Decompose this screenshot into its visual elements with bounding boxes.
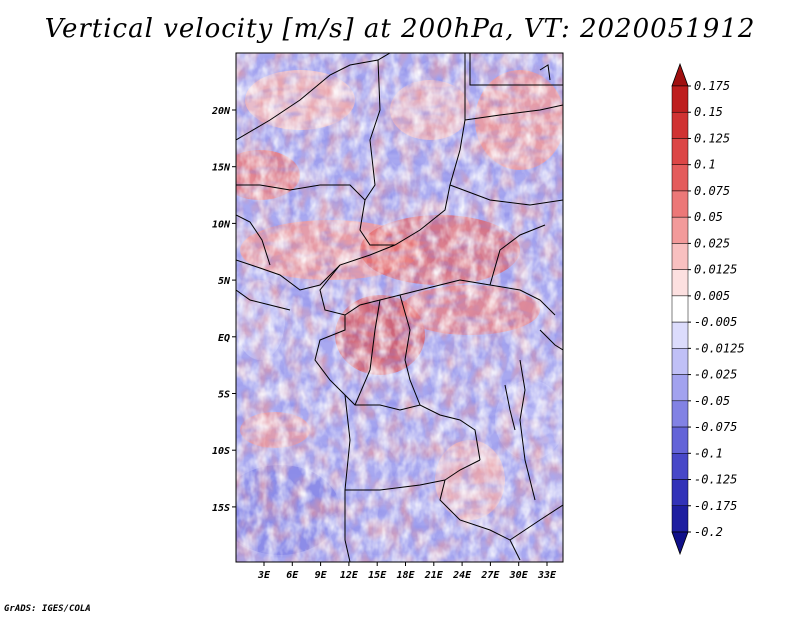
colorbar-segment: [671, 111, 689, 139]
colorbar-segment: [671, 426, 689, 454]
colorbar-segment: [671, 374, 689, 402]
colorbar-segment: [671, 505, 689, 533]
lon-label: 15E: [368, 570, 387, 581]
colorbar-segment: [671, 138, 689, 165]
colorbar-label: 0.1: [694, 158, 716, 172]
colorbar-label: -0.175: [694, 499, 737, 513]
lat-label: 10N: [212, 219, 231, 230]
colorbar-bottom-arrow: [671, 531, 689, 556]
colorbar-segment: [671, 321, 689, 349]
lon-label: 12E: [340, 570, 359, 581]
colorbar-label: 0.15: [694, 105, 723, 119]
colorbar-label: 0.125: [694, 131, 730, 145]
lat-label: 5N: [218, 276, 231, 287]
longitude-axis: 3E 6E 9E 12E 15E 18E 21E 24E 27E 30E 33E: [257, 562, 557, 581]
colorbar-label: -0.2: [694, 525, 723, 539]
colorbar-label: -0.0125: [694, 341, 745, 355]
colorbar-segment: [671, 269, 689, 297]
lon-label: 18E: [396, 570, 415, 581]
colorbar-segment: [671, 295, 689, 323]
velocity-field: [236, 53, 563, 562]
colorbar-label: 0.005: [694, 289, 730, 303]
colorbar-label: 0.0125: [694, 263, 737, 277]
colorbar-segment: [671, 85, 689, 113]
colorbar-segment: [671, 190, 689, 218]
colorbar-label: 0.05: [694, 210, 723, 224]
colorbar-top-arrow: [671, 62, 689, 87]
lon-label: 21E: [424, 570, 444, 581]
colorbar-label: 0.075: [694, 184, 730, 198]
chart-title: Vertical velocity [m/s] at 200hPa, VT: 2…: [44, 14, 756, 44]
colorbar-label: -0.025: [694, 368, 737, 382]
colorbar-segment: [671, 453, 689, 480]
lon-label: 27E: [480, 570, 500, 581]
colorbar-segment: [671, 479, 689, 507]
colorbar-segment: [671, 243, 689, 270]
lat-label: 5S: [218, 390, 230, 401]
lon-label: 3E: [257, 570, 271, 581]
colorbar-segment: [671, 216, 689, 244]
lat-label: 15S: [212, 503, 230, 514]
grads-credit: GrADS: IGES/COLA: [4, 604, 91, 614]
colorbar-label: -0.1: [694, 446, 723, 460]
lat-label: 20N: [211, 106, 231, 117]
map-frame: [235, 52, 564, 563]
country-borders: [236, 53, 563, 562]
colorbar-segment: [671, 164, 689, 192]
lon-label: 24E: [452, 570, 472, 581]
lat-label: 10S: [212, 446, 230, 457]
lat-label: 15N: [212, 163, 231, 174]
latitude-axis: 20N 15N 10N 5N EQ 5S 10S 15S: [211, 106, 236, 514]
lon-label: 30E: [509, 570, 529, 581]
colorbar-label: -0.075: [694, 420, 737, 434]
lon-label: 9E: [315, 570, 328, 581]
lon-label: 6E: [286, 570, 299, 581]
colorbar-segment: [671, 348, 689, 375]
colorbar-segment: [671, 400, 689, 428]
colorbar-label: -0.05: [694, 394, 730, 408]
colorbar-label: 0.025: [694, 236, 730, 250]
lat-label: EQ: [218, 333, 230, 344]
colorbar-label: -0.005: [694, 315, 737, 329]
colorbar: 0.175 0.15 0.125 0.1 0.075 0.05 0.025 0.0125 0.0…: [671, 62, 745, 556]
colorbar-label: 0.175: [694, 79, 730, 93]
colorbar-label: -0.125: [694, 473, 737, 487]
lon-label: 33E: [537, 570, 557, 581]
